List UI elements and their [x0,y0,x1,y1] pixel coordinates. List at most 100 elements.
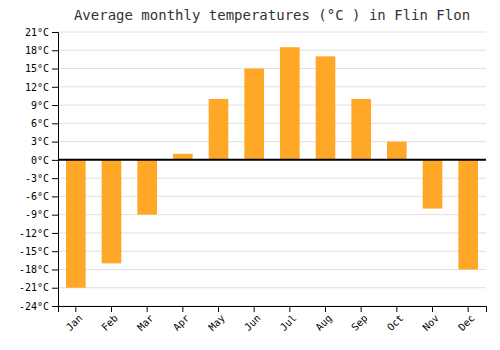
x-tick-mark [432,306,433,312]
y-tick-mark [52,32,58,33]
x-tick: Mar [135,306,156,333]
x-tick-label: Oct [385,312,406,333]
y-tick-label: -21°C [19,282,49,293]
x-tick-mark [147,306,148,312]
y-tick-label: -24°C [19,301,49,312]
y-tick: 12°C [25,82,58,93]
x-tick-mark [182,306,183,312]
y-tick-label: 6°C [31,118,49,129]
bar [351,99,371,160]
x-tick-label: Sep [349,312,370,333]
grid [58,32,486,306]
x-tick-mark [289,306,290,312]
y-tick: 6°C [31,118,58,129]
y-tick-mark [52,123,58,124]
grid-line [58,86,486,87]
bar [137,160,157,215]
bar [316,56,336,160]
grid-line [58,123,486,124]
y-tick-label: -18°C [19,264,49,275]
grid-line [58,232,486,233]
x-tick-label: Apr [171,312,192,333]
y-tick-label: 12°C [25,82,49,93]
bar [387,142,407,160]
x-axis: Jan Feb Mar Apr May Jun Jul Aug Sep Oct Nov Dec [59,306,487,333]
x-tick-mark [111,306,112,312]
y-axis-line [52,33,59,307]
y-tick: 0°C [31,155,58,166]
y-tick-label: -6°C [25,191,49,202]
x-tick-mark [361,306,362,312]
x-tick-mark [75,306,76,312]
y-tick: -18°C [19,264,58,275]
y-tick: -12°C [19,228,58,239]
x-tick-label: May [206,312,227,333]
x-tick-label: Jan [64,312,85,333]
chart-svg: -24°C -21°C -18°C -15°C -12°C -9°C -6°C -3°C 0°C… [0,0,500,350]
y-tick: 9°C [31,100,58,111]
y-tick: 3°C [31,136,58,147]
x-tick-label: Feb [99,312,120,333]
bar [458,160,478,270]
x-tick: Jun [242,306,263,333]
y-tick-mark [52,306,58,307]
x-tick-mark [396,306,397,312]
x-tick-label: Nov [420,312,441,333]
y-tick: 15°C [25,63,58,74]
chart-container: -24°C -21°C -18°C -15°C -12°C -9°C -6°C -3°C 0°C… [0,0,500,350]
x-tick: Jul [278,306,299,333]
grid-line [58,196,486,197]
y-tick: 18°C [25,45,58,56]
grid-line [58,214,486,215]
y-axis: -24°C -21°C -18°C -15°C -12°C -9°C -6°C -3°C 0°C… [19,27,59,312]
y-tick-label: 21°C [25,27,49,38]
grid-line [58,159,486,160]
bar [66,160,86,288]
y-tick-label: 0°C [31,155,49,166]
bar [423,160,443,209]
y-tick-label: 3°C [31,136,49,147]
y-tick: -15°C [19,246,58,257]
bar [102,160,122,264]
title: Average monthly temperatures (°C ) in Fl… [74,7,470,23]
y-tick-mark [52,142,58,143]
bar [280,47,300,160]
y-tick-mark [52,160,58,161]
grid-line [58,251,486,252]
grid-line [58,287,486,288]
y-tick-mark [52,269,58,270]
x-tick-label: Jul [278,312,299,333]
x-tick: Aug [313,306,334,333]
bar [209,99,229,160]
y-tick-label: 15°C [25,63,49,74]
y-tick-mark [52,105,58,106]
y-tick: -6°C [25,191,58,202]
y-tick-mark [52,87,58,88]
y-tick: -9°C [25,209,58,220]
x-tick-label: Dec [456,312,477,333]
x-tick-label: Aug [313,312,334,333]
x-tick: Nov [420,306,441,333]
y-tick-mark [52,233,58,234]
y-tick-label: 18°C [25,45,49,56]
x-tick: Jan [64,306,85,333]
zero-line [58,159,486,161]
y-tick: -3°C [25,173,58,184]
plot-area: -24°C -21°C -18°C -15°C -12°C -9°C -6°C -3°C 0°C… [19,27,487,333]
x-tick-label: Mar [135,312,156,333]
grid-line [58,50,486,51]
y-tick-label: -9°C [25,209,49,220]
x-tick: Apr [171,306,192,333]
y-tick-mark [52,178,58,179]
x-tick: Feb [99,306,120,333]
x-tick: Dec [456,306,477,333]
grid-line [58,269,486,270]
y-tick-mark [52,196,58,197]
y-tick-mark [52,251,58,252]
grid-line [58,68,486,69]
y-tick-label: -15°C [19,246,49,257]
y-tick: -21°C [19,282,58,293]
y-tick-mark [52,50,58,51]
y-tick-label: -12°C [19,228,49,239]
x-tick-label: Jun [242,312,263,333]
